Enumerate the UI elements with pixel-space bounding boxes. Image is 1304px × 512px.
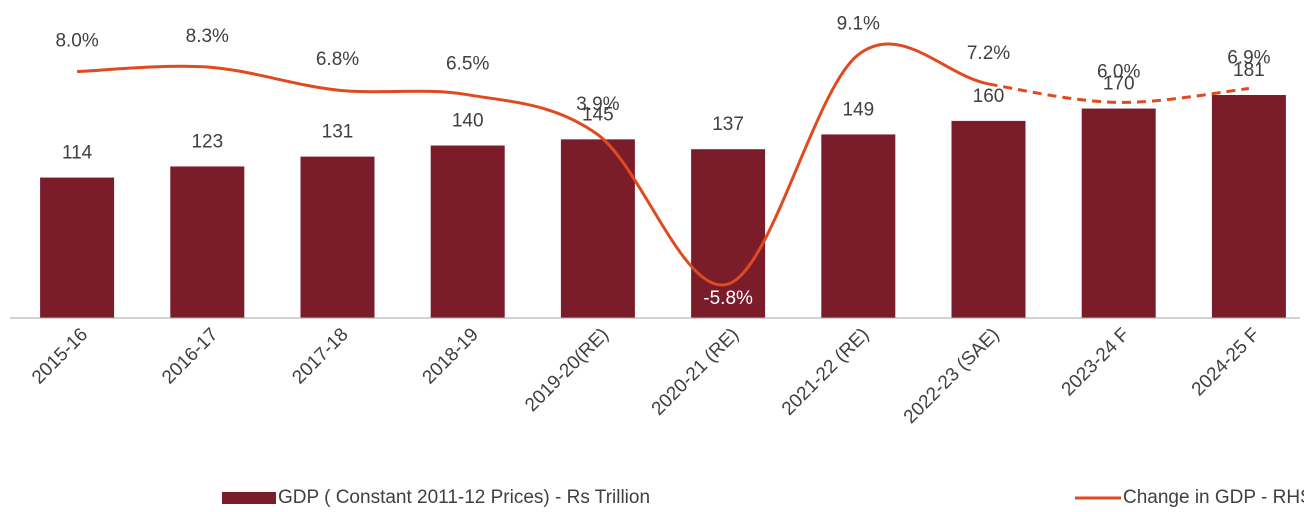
bar-value-label: 181	[1233, 60, 1265, 81]
x-tick-label: 2016-17	[158, 324, 222, 388]
x-tick-label: 2015-16	[28, 324, 92, 388]
bar-value-label: 123	[191, 131, 223, 152]
line-value-label: 8.3%	[186, 26, 229, 47]
x-tick-label: 2020-21 (RE)	[648, 324, 744, 420]
line-value-label: 3.9%	[576, 94, 619, 115]
x-tick-label: 2022-23 (SAE)	[900, 324, 1004, 428]
bar-value-label: 114	[62, 143, 93, 164]
bar-value-label: 170	[1103, 74, 1135, 95]
bar	[430, 145, 505, 318]
bar	[560, 139, 635, 318]
line-value-label: -5.8%	[703, 288, 753, 309]
bar-value-label: 140	[452, 111, 484, 132]
bar	[1081, 108, 1156, 318]
bar	[691, 149, 766, 318]
legend-label: GDP ( Constant 2011-12 Prices) - Rs Tril…	[278, 487, 650, 508]
bar	[821, 134, 896, 318]
bar	[300, 156, 375, 318]
bar	[951, 120, 1026, 318]
line-value-label: 7.2%	[967, 43, 1010, 64]
x-tick-label: 2017-18	[288, 324, 352, 388]
bar-value-label: 145	[582, 104, 614, 125]
line-value-label: 9.1%	[837, 14, 880, 35]
x-tick-label: 2021-22 (RE)	[778, 324, 874, 420]
line-value-label: 6.5%	[446, 54, 489, 75]
x-tick-label: 2024-25 F	[1188, 324, 1264, 400]
bar	[1211, 95, 1286, 319]
bar	[170, 166, 245, 318]
legend-label: Change in GDP - RHS	[1123, 487, 1304, 508]
bar-value-label: 149	[842, 99, 874, 120]
x-tick-label: 2019-20(RE)	[521, 324, 613, 416]
x-tick-label: 2023-24 F	[1058, 324, 1134, 400]
line-value-label: 8.0%	[55, 31, 98, 52]
line-forecast	[988, 82, 1250, 104]
line-value-label: 6.0%	[1097, 61, 1140, 82]
bar-value-label: 160	[973, 86, 1005, 107]
legend-swatch	[222, 492, 276, 504]
line-value-label: 6.9%	[1227, 48, 1270, 69]
bar-value-label: 137	[712, 114, 744, 135]
line-value-label: 6.8%	[316, 49, 359, 70]
bar-value-label: 131	[322, 122, 354, 143]
bar	[40, 177, 115, 318]
line	[77, 42, 989, 287]
x-tick-label: 2018-19	[419, 324, 483, 388]
